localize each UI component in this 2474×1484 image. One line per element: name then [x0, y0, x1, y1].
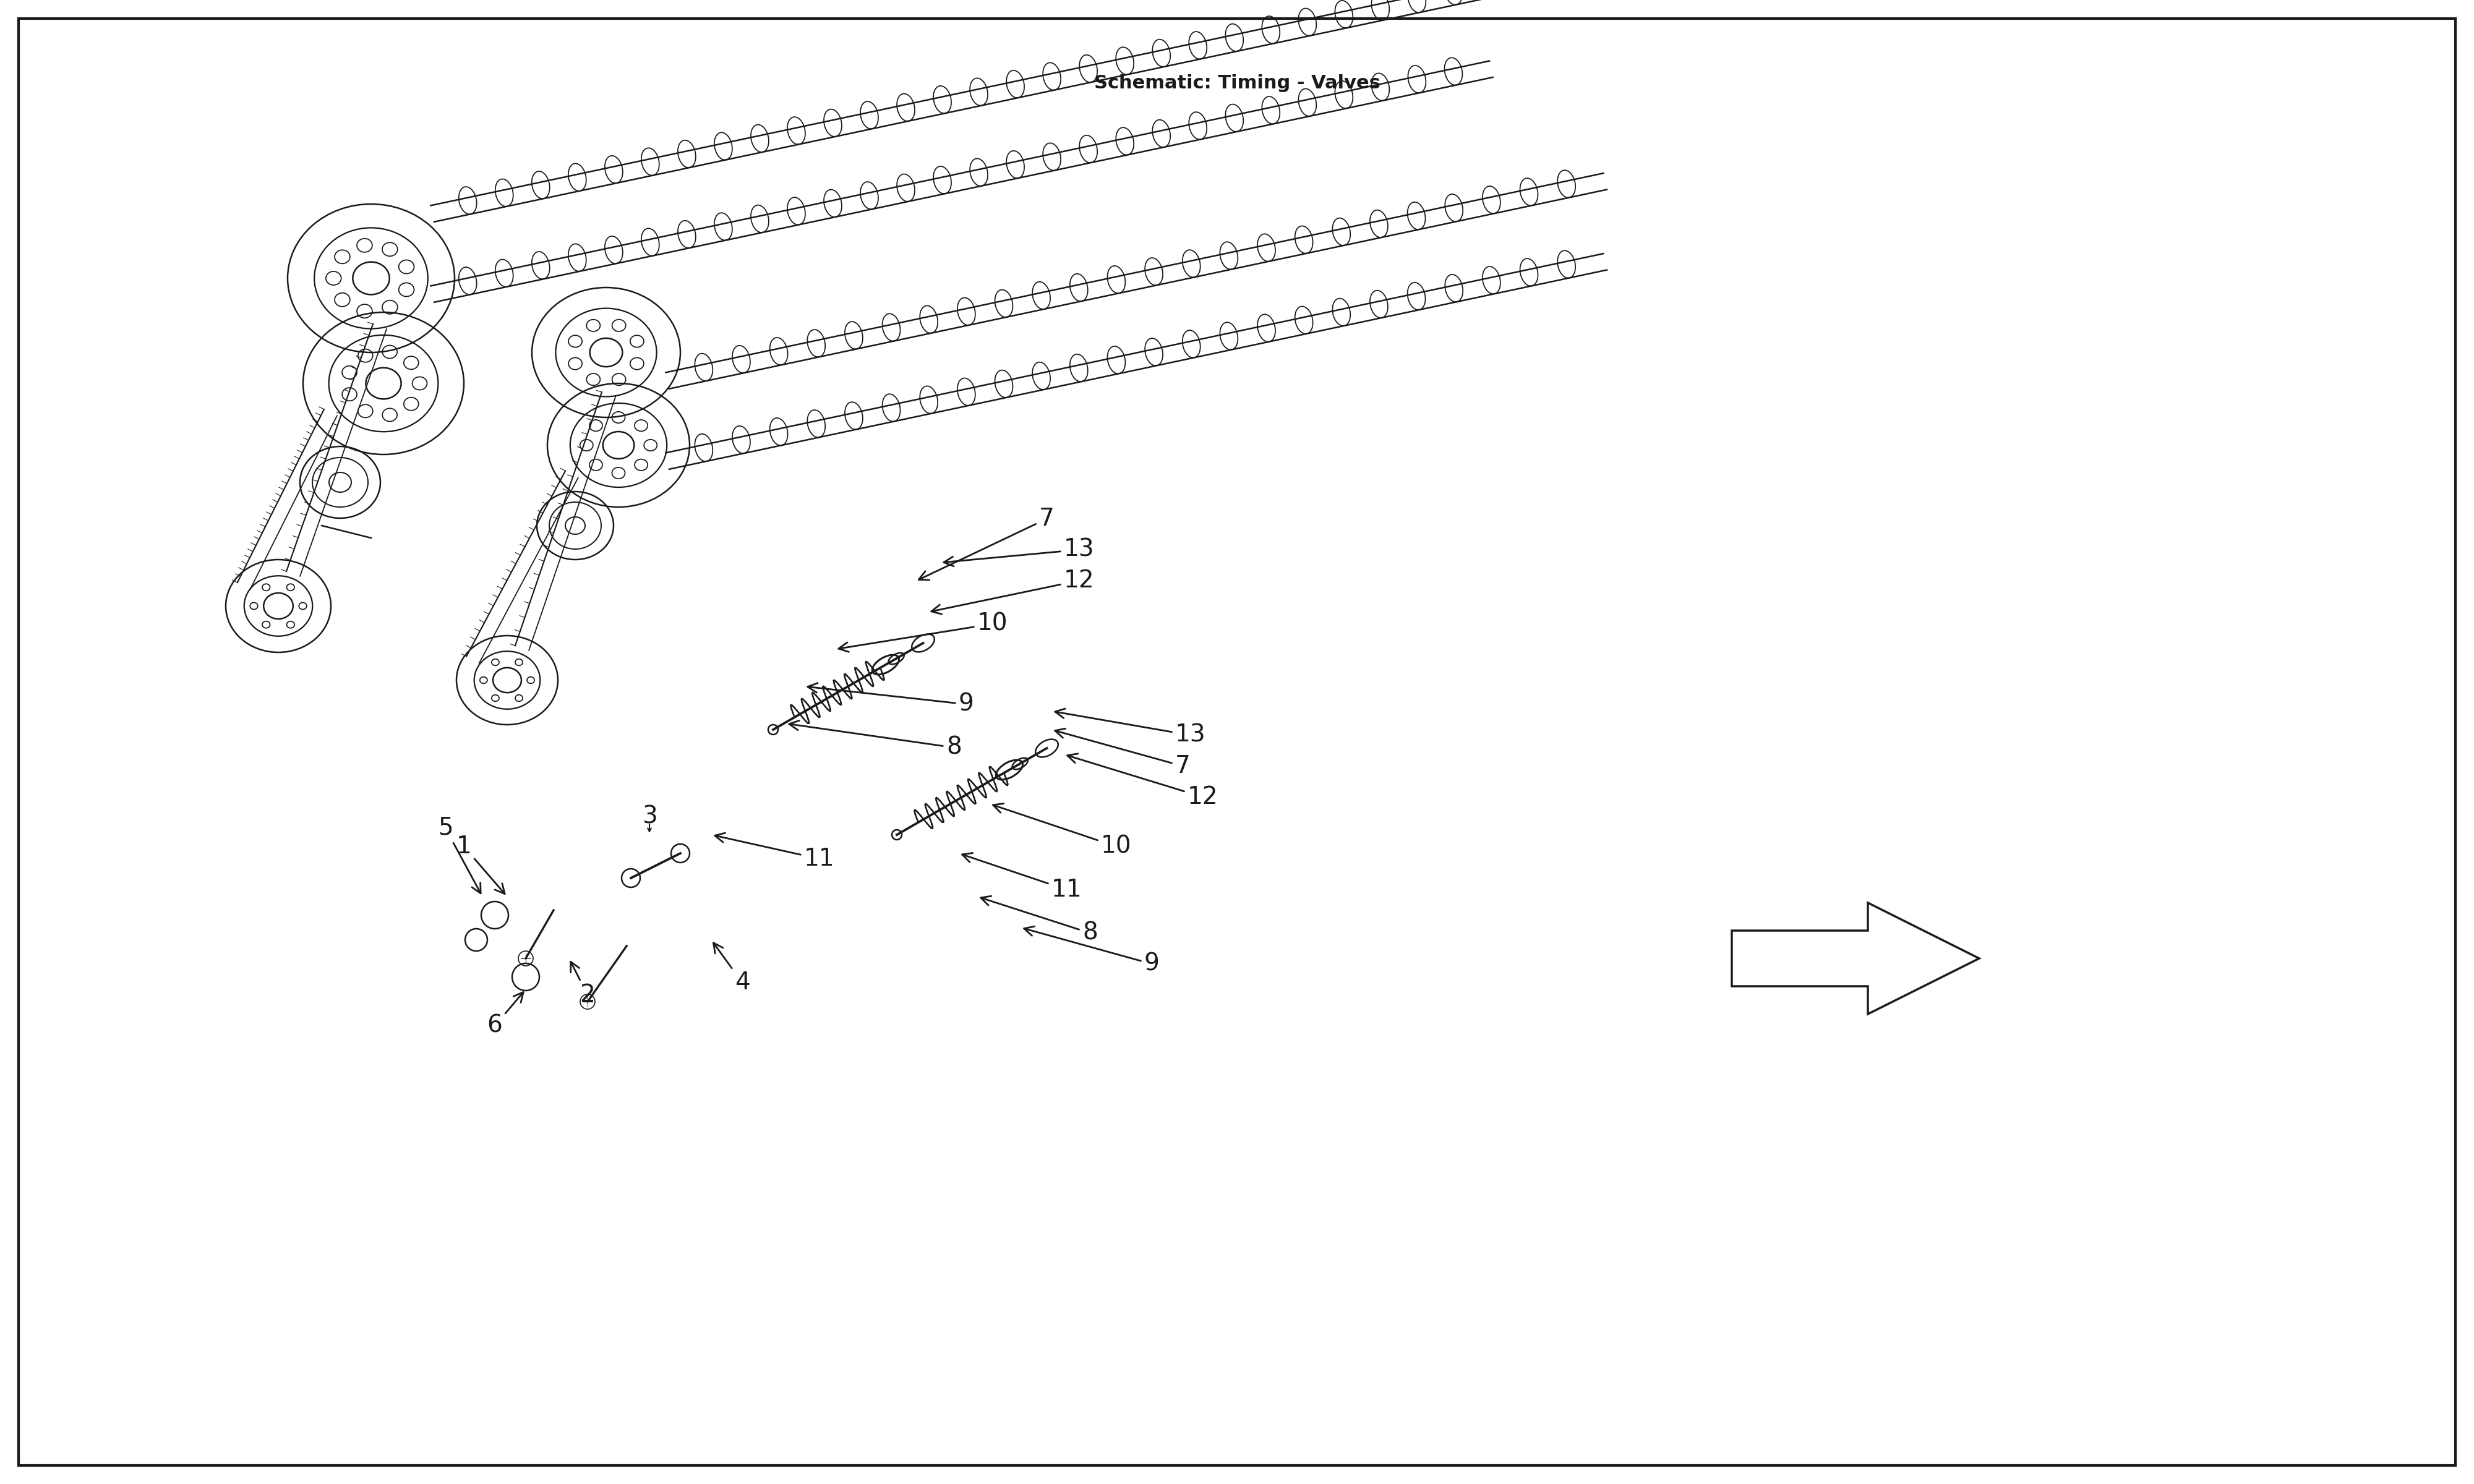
Text: 10: 10	[992, 803, 1131, 858]
Text: 11: 11	[962, 853, 1081, 901]
Text: 7: 7	[1054, 729, 1190, 778]
Text: 12: 12	[1066, 754, 1217, 809]
Text: 4: 4	[713, 942, 750, 994]
Text: 3: 3	[641, 804, 658, 828]
Text: 9: 9	[1024, 926, 1160, 976]
Text: 13: 13	[1054, 709, 1205, 746]
Text: 8: 8	[980, 896, 1098, 945]
Text: 10: 10	[839, 611, 1007, 651]
Text: 1: 1	[455, 834, 505, 893]
Text: 13: 13	[943, 537, 1094, 567]
Text: 12: 12	[930, 568, 1094, 614]
Text: 7: 7	[918, 508, 1054, 580]
Text: 2: 2	[571, 962, 596, 1006]
Text: 5: 5	[438, 816, 480, 893]
Text: 11: 11	[715, 833, 834, 871]
Text: 8: 8	[789, 721, 962, 760]
Text: Schematic: Timing - Valves: Schematic: Timing - Valves	[1094, 74, 1380, 92]
Text: 9: 9	[807, 683, 975, 715]
Text: 6: 6	[487, 993, 524, 1037]
